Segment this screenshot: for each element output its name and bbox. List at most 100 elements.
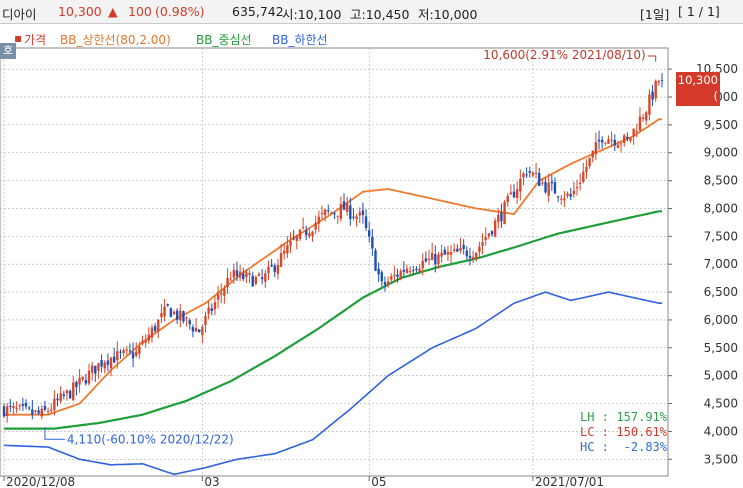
candle-body: [37, 410, 40, 414]
candle-body: [597, 139, 601, 142]
candle-body: [257, 273, 261, 276]
candle-body: [301, 227, 305, 229]
candle-body: [254, 277, 258, 284]
candle-body: [116, 351, 119, 361]
candle-body: [283, 250, 286, 254]
candle-body: [270, 264, 273, 267]
candle-body: [503, 201, 506, 224]
candle-body: [563, 198, 566, 201]
price-change: 100: [128, 4, 152, 19]
candle-body: [632, 128, 635, 137]
candle-body: [648, 94, 651, 115]
candle-body: [131, 352, 135, 359]
legend-bb-middle[interactable]: BB_중심선: [196, 33, 252, 47]
candle-body: [471, 256, 475, 260]
candle-body: [383, 281, 387, 285]
candle-body: [377, 268, 380, 275]
candle-body: [267, 266, 270, 274]
candle-body: [638, 116, 642, 131]
y-tick-label: 7,000: [704, 257, 738, 271]
candle-body: [541, 182, 544, 184]
candle-body: [2, 406, 6, 417]
candle-body: [550, 181, 554, 184]
candle-body: [197, 329, 201, 333]
legend-bb-lower[interactable]: BB_하한선: [272, 33, 328, 47]
candle-body: [327, 210, 330, 212]
candle-body: [509, 192, 513, 195]
stat-label: HC :: [580, 440, 609, 454]
candle-body: [24, 403, 28, 407]
low-pointer-line: [44, 427, 65, 440]
candle-body: [40, 408, 43, 417]
quote-bar: 디아이 10,300 ▲ 100 (0.98%) 635,742 시:10,10…: [0, 0, 743, 24]
candle-body: [182, 311, 185, 322]
candle-body: [62, 394, 66, 396]
candle-body: [352, 216, 355, 218]
candle-body: [368, 230, 371, 237]
stock-name: 디아이: [2, 7, 37, 22]
x-tick-label: 2021/07/01: [535, 475, 604, 488]
candle-body: [242, 273, 245, 280]
candle-body: [223, 288, 226, 296]
candle-body: [566, 193, 569, 196]
legend-price[interactable]: 가격: [24, 33, 47, 47]
candle-body: [415, 268, 418, 271]
candle-body: [84, 379, 88, 384]
candle-body: [534, 172, 538, 174]
candle-body: [276, 265, 280, 274]
page-indicator[interactable]: [ 1 / 1]: [678, 4, 720, 19]
candle-body: [515, 189, 519, 198]
bb-lower-line: [3, 291, 662, 476]
legend-bb-upper[interactable]: BB_상한선(80,2.00): [60, 33, 171, 47]
candle-body: [355, 216, 358, 220]
candle-body: [443, 249, 446, 255]
candle-body: [412, 270, 415, 272]
candle-body: [641, 117, 645, 119]
candle-body: [160, 313, 163, 318]
bb-middle-path: [4, 210, 662, 430]
candle-body: [487, 233, 491, 237]
candle-body: [396, 274, 399, 277]
candle-body: [626, 136, 629, 139]
candle-body: [147, 334, 151, 341]
candle-body: [90, 365, 94, 373]
candle-body: [27, 407, 31, 409]
candle-body: [207, 307, 210, 314]
candle-body: [305, 230, 308, 236]
candle-body: [286, 245, 289, 254]
candle-body: [547, 182, 550, 196]
candle-body: [585, 166, 588, 173]
candle-body: [481, 242, 484, 246]
candle-body: [81, 376, 84, 380]
candle-body: [544, 181, 547, 193]
candle-body: [345, 203, 349, 212]
stat-value: 150.61%: [616, 425, 667, 439]
candle-body: [191, 327, 195, 332]
candle-body: [623, 135, 626, 144]
x-tick-label: 2020/12/08: [6, 475, 75, 488]
candle-body: [157, 319, 160, 332]
candle-body: [484, 237, 487, 240]
candle-body: [556, 196, 560, 198]
y-tick-label: 8,000: [704, 201, 738, 215]
candle-body: [50, 409, 53, 411]
candle-body: [616, 144, 620, 148]
candle-body: [194, 328, 198, 332]
y-tick-label: 7,500: [704, 229, 738, 243]
candle-body: [405, 268, 409, 273]
bb-middle-line: [4, 210, 662, 430]
candle-body: [437, 254, 440, 265]
period-selector[interactable]: [1일]: [640, 7, 670, 22]
candle-body: [34, 410, 37, 412]
candle-body: [490, 231, 494, 235]
candle-body: [591, 150, 594, 158]
ho-button[interactable]: 호: [0, 43, 16, 59]
candle-body: [216, 294, 220, 300]
candle-body: [478, 246, 481, 253]
x-tick-label: 05: [371, 475, 386, 488]
candle-body: [336, 215, 339, 217]
bb-upper-path: [4, 118, 662, 416]
y-tick-label: 4,500: [704, 397, 738, 411]
candle-body: [456, 248, 459, 252]
